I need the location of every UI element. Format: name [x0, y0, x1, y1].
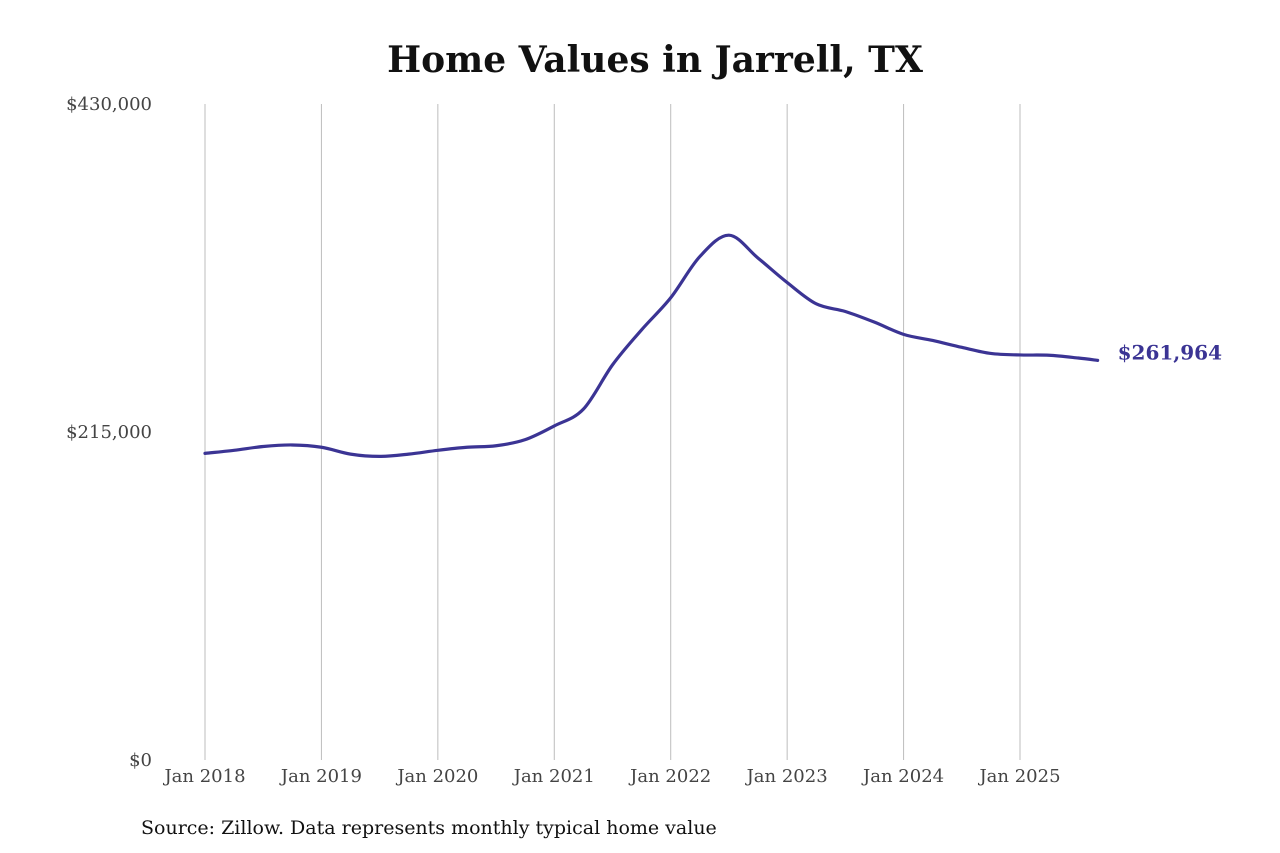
x-tick-label: Jan 2021	[512, 766, 595, 787]
gridlines	[204, 104, 1021, 760]
chart-title: Home Values in Jarrell, TX	[387, 39, 923, 81]
series-end-label: $261,964	[1118, 340, 1222, 364]
source-note: Source: Zillow. Data represents monthly …	[141, 817, 717, 839]
y-tick-label: $215,000	[66, 422, 152, 443]
y-tick-label: $430,000	[66, 94, 152, 115]
y-tick-label: $0	[129, 750, 152, 771]
y-axis-ticks: $0 $215,000 $430,000	[66, 94, 152, 771]
series-layer: $261,964	[203, 233, 1222, 459]
x-tick-label: Jan 2022	[628, 766, 711, 787]
x-tick-label: Jan 2020	[395, 766, 478, 787]
x-tick-label: Jan 2018	[162, 766, 245, 787]
x-tick-label: Jan 2025	[977, 766, 1060, 787]
x-tick-label: Jan 2019	[279, 766, 362, 787]
x-tick-label: Jan 2024	[861, 766, 944, 787]
x-axis-ticks: Jan 2018 Jan 2019 Jan 2020 Jan 2021 Jan 2022…	[162, 766, 1060, 787]
series-line-0	[203, 233, 1100, 459]
x-tick-label: Jan 2023	[745, 766, 828, 787]
